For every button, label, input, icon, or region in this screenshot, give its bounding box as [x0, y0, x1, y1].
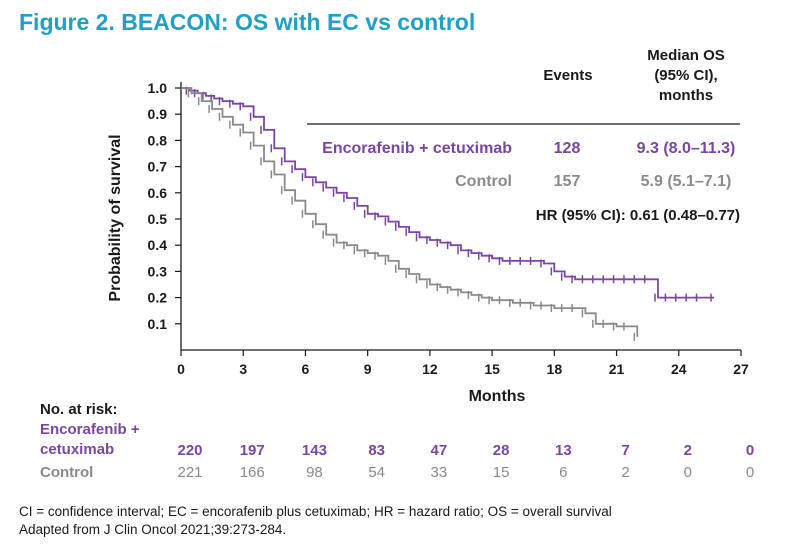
at-risk-value: 28	[493, 442, 510, 459]
at-risk-label-control: Control	[40, 464, 93, 481]
at-risk-value: 2	[684, 442, 692, 459]
at-risk-value: 83	[368, 442, 385, 459]
at-risk-value: 143	[302, 442, 327, 459]
at-risk-value: 197	[240, 442, 265, 459]
header-median-line2: (95% CI),	[654, 67, 717, 84]
y-tick-label: 0.8	[148, 132, 168, 148]
at-risk-value: 7	[621, 442, 629, 459]
y-tick-label: 0.2	[148, 290, 168, 306]
at-risk-value: 0	[746, 464, 754, 481]
chart-title: Figure 2. BEACON: OS with EC vs control	[19, 9, 476, 35]
x-tick-label: 12	[422, 361, 438, 377]
x-axis-title: Months	[469, 388, 526, 405]
x-tick-label: 3	[239, 361, 247, 377]
at-risk-value: 33	[431, 464, 448, 481]
x-tick-label: 9	[364, 361, 372, 377]
y-tick-label: 0.1	[148, 316, 168, 332]
at-risk-value: 54	[368, 464, 385, 481]
y-tick-label: 0.4	[148, 237, 168, 253]
x-tick-label: 24	[671, 361, 687, 377]
y-tick-label: 0.6	[148, 185, 168, 201]
at-risk-value: 2	[621, 464, 629, 481]
x-tick-label: 21	[609, 361, 625, 377]
x-tick-label: 27	[733, 361, 749, 377]
y-tick-label: 0.7	[148, 159, 168, 175]
table-row-median: 5.9 (5.1–7.1)	[641, 173, 732, 190]
y-tick-label: 1.0	[148, 80, 168, 96]
y-tick-label: 0.5	[148, 211, 168, 227]
table-row-events: 128	[554, 140, 581, 157]
table-row-label: Control	[455, 173, 512, 190]
at-risk-value: 6	[559, 464, 567, 481]
at-risk-value: 0	[684, 464, 692, 481]
header-median-line1: Median OS	[647, 47, 725, 64]
x-tick-label: 18	[547, 361, 563, 377]
at-risk-heading: No. at risk:	[40, 401, 118, 418]
footnote-source: Adapted from J Clin Oncol 2021;39:273-28…	[19, 522, 287, 537]
at-risk-label-ec-line2: cetuximab	[40, 441, 114, 458]
x-tick-label: 6	[302, 361, 310, 377]
header-median-line3: months	[659, 87, 713, 104]
at-risk-value: 13	[555, 442, 572, 459]
at-risk-value: 221	[177, 464, 202, 481]
y-tick-label: 0.9	[148, 106, 168, 122]
x-tick-label: 0	[177, 361, 185, 377]
survival-curve-encorafenib-cetuximab	[181, 87, 714, 299]
legend-table: Events Median OS (95% CI), months Encorafeni…	[307, 47, 740, 224]
table-row-median: 9.3 (8.0–11.3)	[637, 140, 736, 157]
survival-curve-control	[181, 87, 639, 337]
at-risk-table: No. at risk: Encorafenib + cetuximab Contro…	[40, 401, 754, 481]
at-risk-value: 98	[306, 464, 323, 481]
table-row-label: Encorafenib + cetuximab	[322, 140, 512, 157]
at-risk-label-ec-line1: Encorafenib +	[40, 421, 140, 438]
table-row-events: 157	[554, 173, 581, 190]
y-tick-label: 0.3	[148, 263, 168, 279]
at-risk-value: 47	[431, 442, 448, 459]
hazard-ratio: HR (95% CI): 0.61 (0.48–0.77)	[536, 207, 740, 224]
x-tick-label: 15	[484, 361, 500, 377]
at-risk-value: 166	[240, 464, 265, 481]
at-risk-value: 0	[746, 442, 754, 459]
at-risk-value: 15	[493, 464, 510, 481]
header-events: Events	[543, 67, 592, 84]
at-risk-value: 220	[177, 442, 202, 459]
chart-axes: 0 3 6 9 12 15 18 21 24 27 0.1 0.2 0.3 0.4 0.5 0.6 0.7 0.8…	[107, 80, 749, 405]
survival-curves	[181, 86, 714, 341]
y-axis-title: Probability of survival	[107, 134, 124, 301]
footnote-abbreviations: CI = confidence interval; EC = encorafen…	[19, 504, 612, 519]
